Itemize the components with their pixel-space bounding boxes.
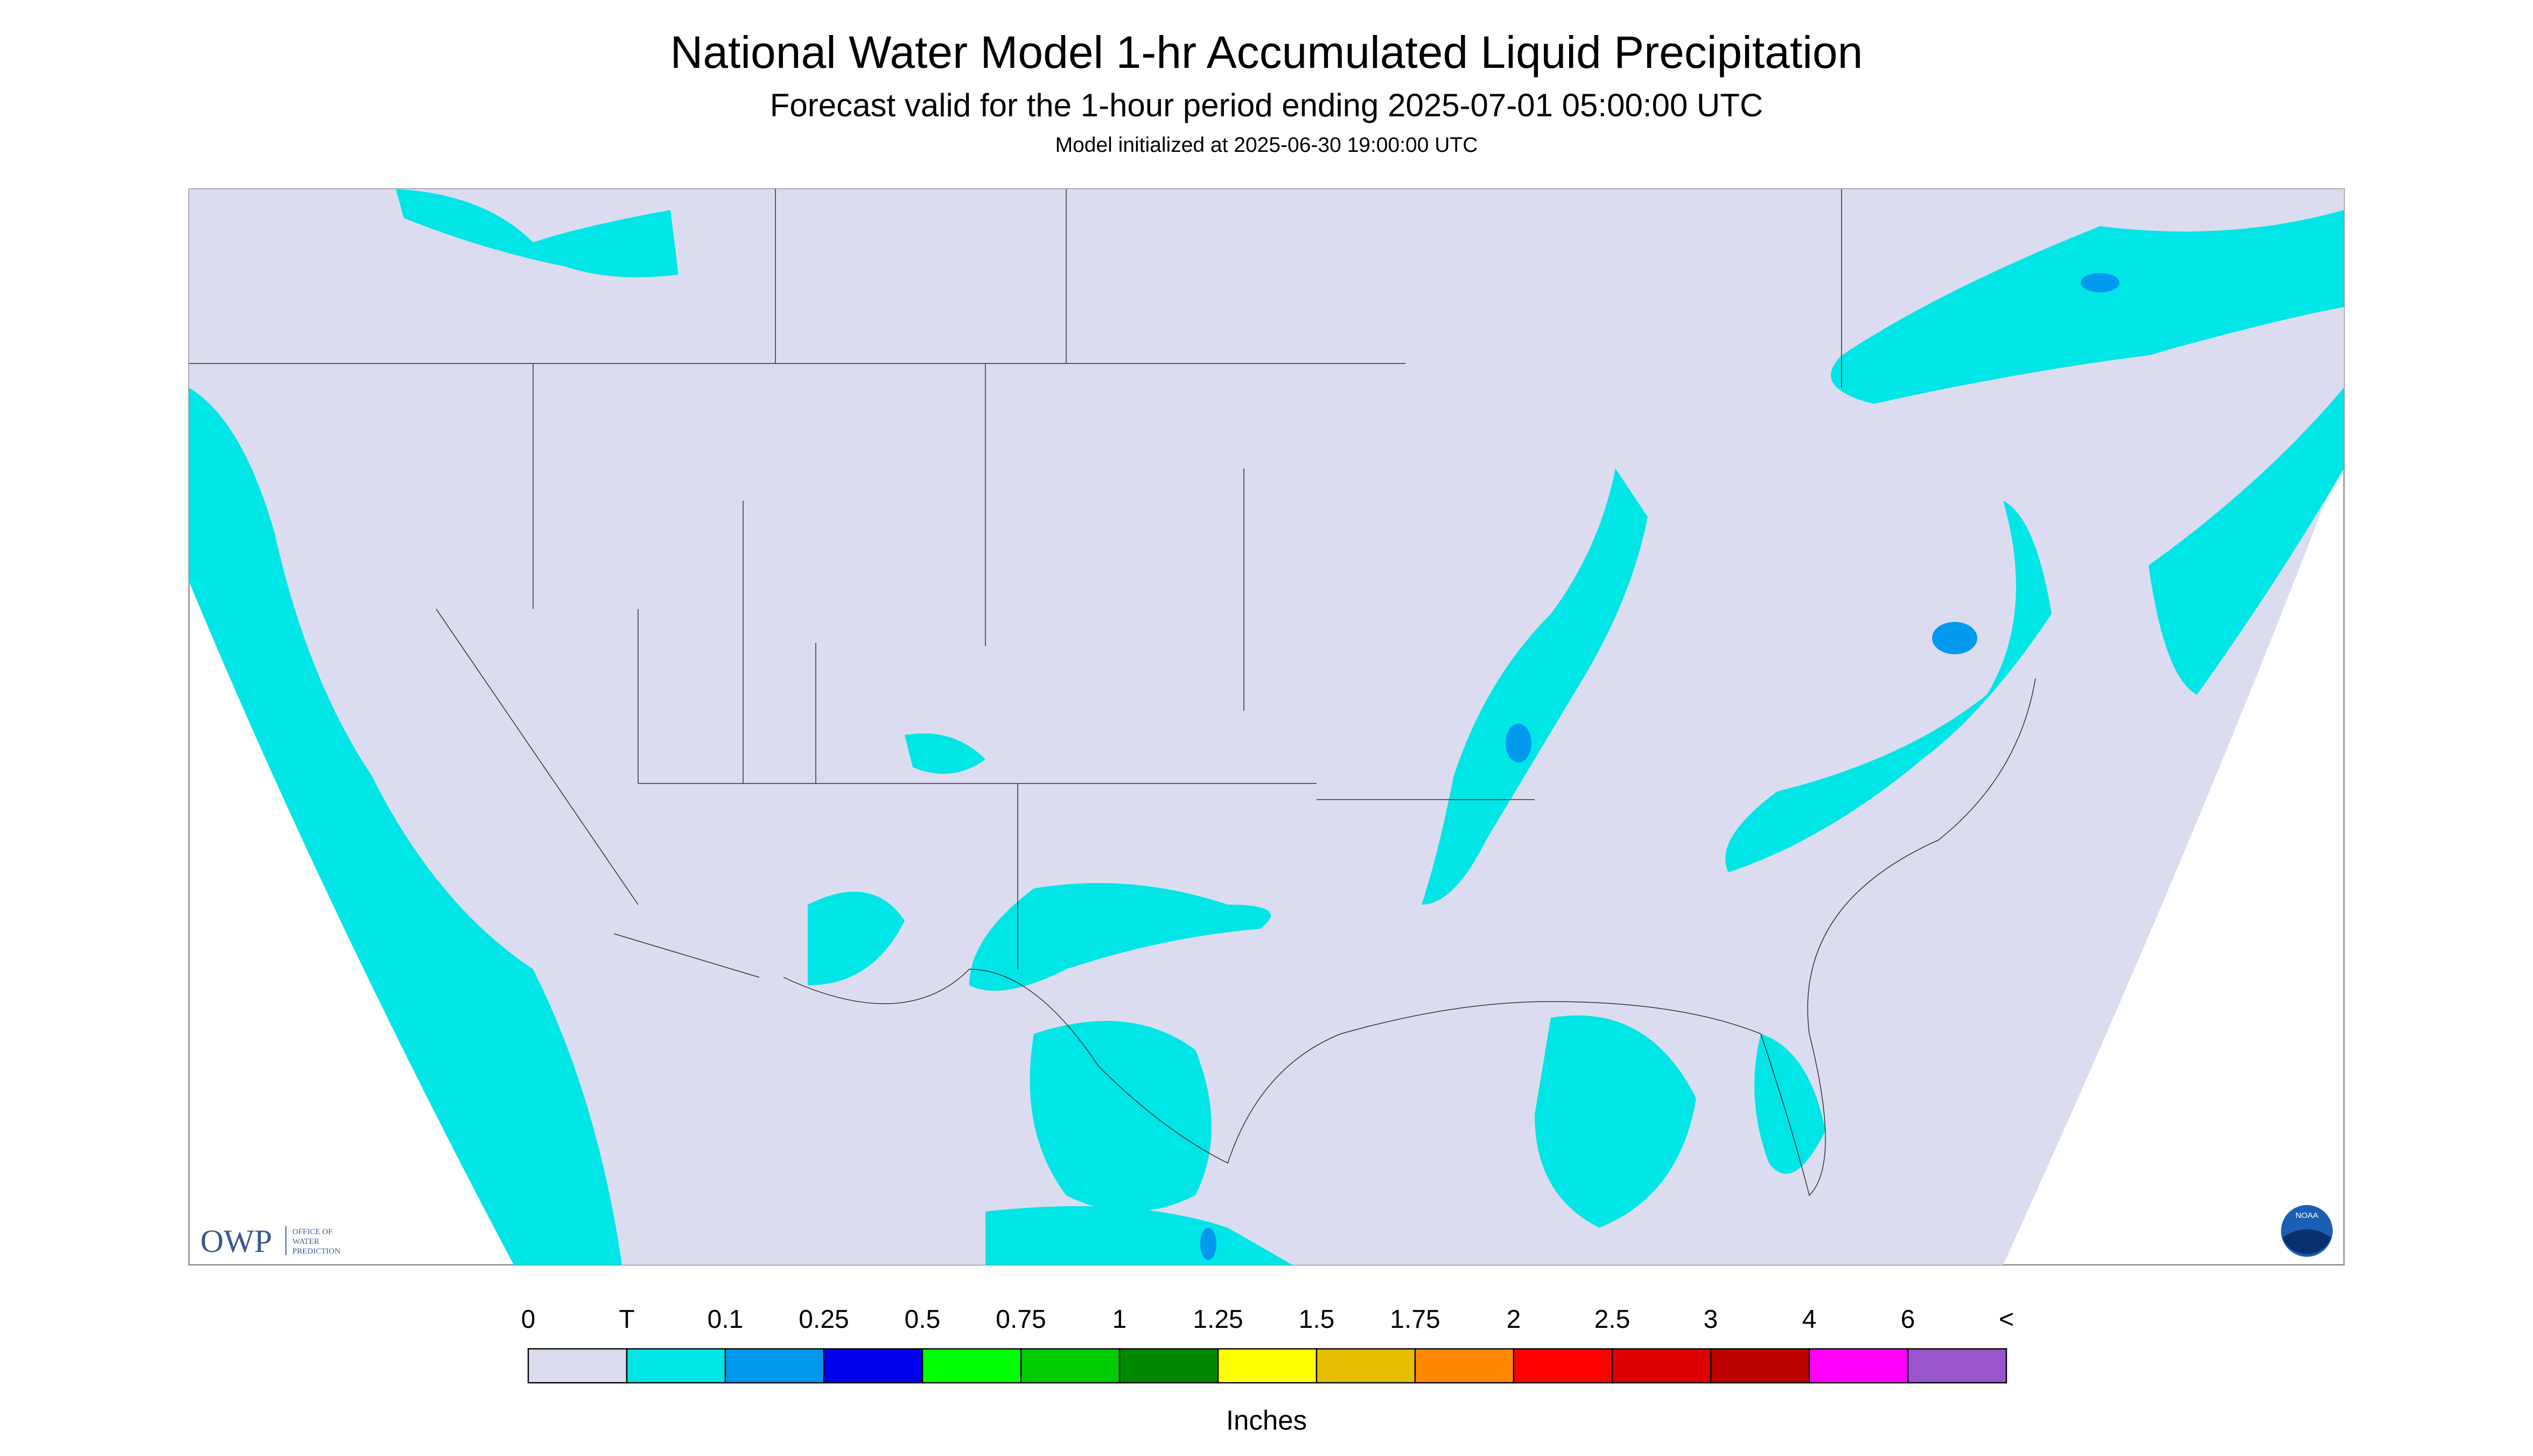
legend-label: 0 <box>521 1305 536 1334</box>
legend-swatch <box>921 1348 1022 1384</box>
legend-swatch <box>1118 1348 1219 1384</box>
legend-unit: Inches <box>1226 1405 1307 1436</box>
legend-label: 4 <box>1802 1305 1817 1334</box>
legend-swatch <box>1020 1348 1121 1384</box>
legend-swatch <box>1611 1348 1712 1384</box>
init-time: Model initialized at 2025-06-30 19:00:00… <box>1055 134 1478 157</box>
legend-label: 3 <box>1704 1305 1718 1334</box>
legend-label: 0.75 <box>996 1305 1046 1334</box>
legend-label: 0.25 <box>799 1305 849 1334</box>
legend-swatch <box>1907 1348 2007 1384</box>
legend-swatch <box>823 1348 923 1384</box>
logo-line: PREDICTION <box>292 1247 340 1256</box>
owp-logo: OWP OFFICE OF WATER PREDICTION <box>200 1223 340 1259</box>
legend-swatch <box>527 1348 628 1384</box>
legend-swatch <box>1808 1348 1909 1384</box>
legend-label: 0.1 <box>708 1305 744 1334</box>
legend-label: 1 <box>1112 1305 1127 1334</box>
subtitle: Forecast valid for the 1-hour period end… <box>770 87 1763 123</box>
map <box>188 188 2345 1266</box>
logo-line: OFFICE OF <box>292 1228 333 1236</box>
legend-swatch <box>1316 1348 1416 1384</box>
logo-line: WATER <box>292 1237 319 1246</box>
legend-swatch <box>1217 1348 1318 1384</box>
noaa-text: NOAA <box>2296 1211 2319 1220</box>
legend: Inches 0 T 0.1 0.25 0.5 0.75 1 1.25 1.5 1.75 2 2.5 3… <box>521 1305 2014 1436</box>
legend-label: T <box>619 1305 634 1334</box>
legend-swatch <box>1414 1348 1515 1384</box>
title: National Water Model 1-hr Accumulated Li… <box>670 27 1863 78</box>
legend-label: 6 <box>1901 1305 1915 1334</box>
legend-label: 2 <box>1507 1305 1521 1334</box>
legend-label: < <box>1999 1305 2014 1334</box>
logo-acronym: OWP <box>200 1223 272 1259</box>
legend-swatch <box>724 1348 825 1384</box>
legend-swatch <box>626 1348 726 1384</box>
legend-label: 1.75 <box>1390 1305 1440 1334</box>
legend-label: 0.5 <box>905 1305 941 1334</box>
legend-swatch <box>1513 1348 1613 1384</box>
noaa-logo: NOAA <box>2281 1205 2333 1257</box>
legend-label: 2.5 <box>1594 1305 1631 1334</box>
legend-label: 1.5 <box>1299 1305 1335 1334</box>
legend-swatch <box>1710 1348 1810 1384</box>
legend-label: 1.25 <box>1193 1305 1243 1334</box>
